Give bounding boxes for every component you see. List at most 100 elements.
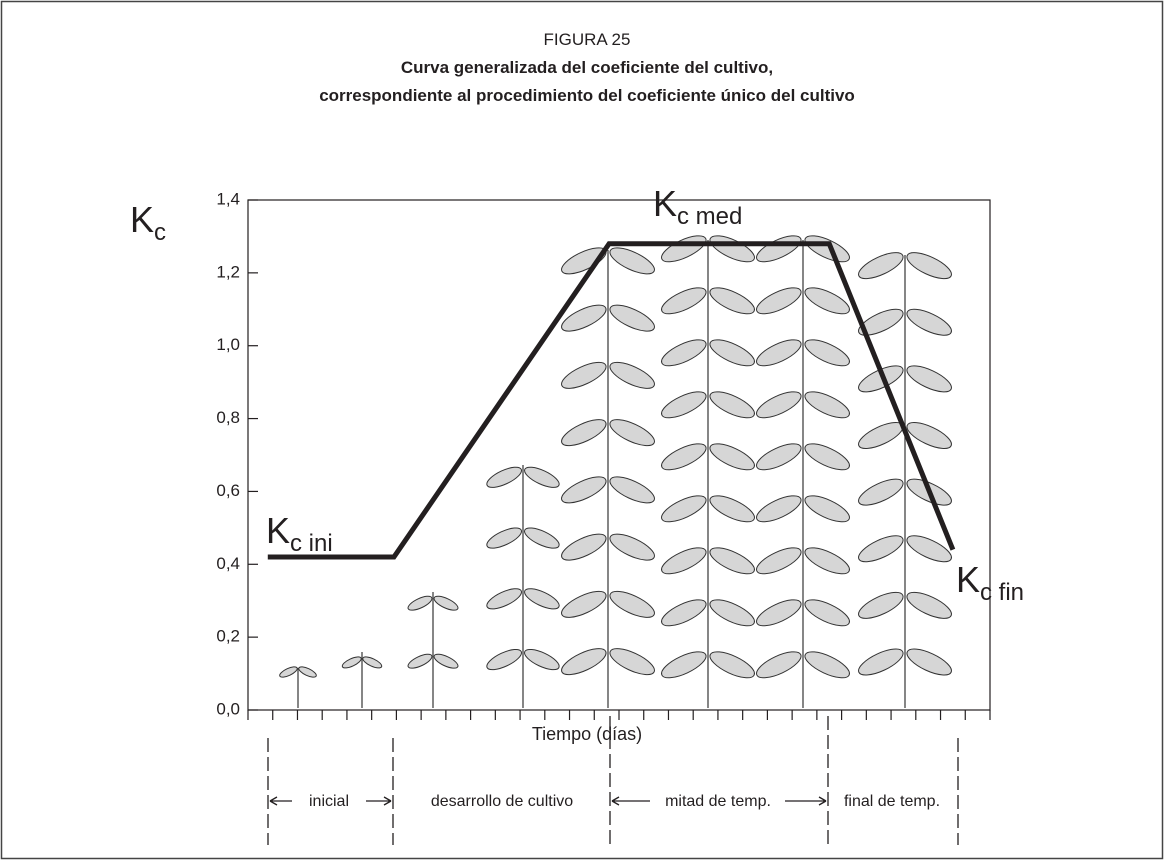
stage-label: desarrollo de cultivo bbox=[431, 793, 573, 810]
plant-leaf bbox=[858, 648, 904, 676]
y-axis-label: Kc bbox=[130, 199, 166, 246]
plant-leaf bbox=[804, 651, 850, 679]
plant-leaf bbox=[524, 588, 560, 610]
annotation-main: K bbox=[266, 510, 290, 551]
plant-leaf bbox=[561, 304, 607, 332]
arrow bbox=[269, 796, 292, 806]
plant-leaf bbox=[709, 391, 755, 419]
y-tick-label: 0,0 bbox=[216, 699, 240, 718]
plant-leaf bbox=[486, 527, 522, 549]
plant-leaf bbox=[709, 495, 755, 523]
plant-leaf bbox=[804, 547, 850, 575]
plant-leaf bbox=[756, 391, 802, 419]
plant-leaf bbox=[804, 443, 850, 471]
annotation-main: K bbox=[653, 183, 677, 224]
plant-leaf bbox=[661, 287, 707, 315]
y-tick-label: 1,2 bbox=[216, 262, 240, 281]
kc-curve bbox=[267, 241, 956, 560]
plant-leaf bbox=[804, 495, 850, 523]
annotation-sub: c fin bbox=[980, 579, 1024, 606]
plant-leaf bbox=[609, 648, 655, 676]
plant-leaf bbox=[407, 653, 433, 669]
plant-leaf bbox=[661, 495, 707, 523]
plant-leaf bbox=[561, 361, 607, 389]
x-axis-label: Tiempo (días) bbox=[532, 724, 642, 744]
plant-leaf bbox=[906, 252, 952, 280]
plant-leaf bbox=[804, 391, 850, 419]
plant-leaf bbox=[609, 419, 655, 447]
plant-leaf bbox=[709, 599, 755, 627]
plant-leaf bbox=[661, 443, 707, 471]
plant-leaf bbox=[609, 304, 655, 332]
plant-leaf bbox=[858, 252, 904, 280]
plant-leaf bbox=[486, 466, 522, 488]
y-tick-label: 0,2 bbox=[216, 627, 240, 646]
annotation: Kc med bbox=[653, 183, 742, 230]
plant-leaf bbox=[804, 339, 850, 367]
plant-leaf bbox=[709, 651, 755, 679]
plant-leaf bbox=[524, 466, 560, 488]
annotation: Kc ini bbox=[266, 510, 333, 557]
plant-leaf bbox=[661, 651, 707, 679]
plant-leaf bbox=[486, 588, 522, 610]
plant-leaf bbox=[279, 666, 298, 678]
arrow bbox=[785, 796, 827, 806]
plant-leaf bbox=[486, 648, 522, 671]
plant-leaf bbox=[609, 476, 655, 504]
plant-leaf bbox=[609, 247, 655, 275]
y-tick-label: 0,6 bbox=[216, 481, 240, 500]
plant-leaf bbox=[609, 361, 655, 389]
plant-leaf bbox=[906, 308, 952, 336]
annotation: Kc fin bbox=[956, 559, 1024, 606]
plant-leaf bbox=[524, 527, 560, 549]
plant-leaf bbox=[709, 339, 755, 367]
annotation-sub: c ini bbox=[290, 530, 333, 557]
plant-leaf bbox=[756, 443, 802, 471]
plant-leaf bbox=[906, 648, 952, 676]
plant-leaf bbox=[433, 653, 459, 669]
plant-leaf bbox=[756, 495, 802, 523]
plant-leaf bbox=[298, 666, 317, 678]
plant-leaf bbox=[804, 599, 850, 627]
plant-leaf bbox=[661, 547, 707, 575]
stage-label: inicial bbox=[309, 793, 349, 810]
plant-leaf bbox=[756, 287, 802, 315]
y-tick-label: 1,4 bbox=[216, 189, 240, 208]
plant-leaf bbox=[858, 591, 904, 619]
y-label-sub: c bbox=[154, 219, 166, 246]
plant-leaf bbox=[407, 595, 433, 611]
plant-leaf bbox=[858, 535, 904, 563]
plant-leaf bbox=[661, 391, 707, 419]
plant-leaf bbox=[906, 591, 952, 619]
annotation-sub: c med bbox=[677, 203, 742, 230]
plant-leaf bbox=[362, 656, 383, 669]
plant-leaf bbox=[756, 547, 802, 575]
y-label-main: K bbox=[130, 199, 154, 240]
plant-leaf bbox=[561, 476, 607, 504]
plant-leaf bbox=[804, 287, 850, 315]
plant-leaf bbox=[756, 651, 802, 679]
plant-leaf bbox=[609, 590, 655, 618]
plant-leaf bbox=[709, 443, 755, 471]
plant-leaf bbox=[858, 308, 904, 336]
plants bbox=[279, 235, 952, 708]
plant-leaf bbox=[561, 533, 607, 561]
y-tick-label: 1,0 bbox=[216, 335, 240, 354]
chart-subtitle: correspondiente al procedimiento del coe… bbox=[319, 86, 855, 105]
plant-leaf bbox=[524, 648, 560, 671]
plant-leaf bbox=[433, 595, 459, 611]
plant-leaf bbox=[906, 535, 952, 563]
plant-leaf bbox=[756, 339, 802, 367]
plant-leaf bbox=[561, 590, 607, 618]
chart-title: FIGURA 25 bbox=[544, 30, 631, 49]
stage-label: mitad de temp. bbox=[665, 793, 771, 810]
stage-label: final de temp. bbox=[844, 793, 940, 810]
arrow bbox=[366, 796, 392, 806]
plant-leaf bbox=[661, 339, 707, 367]
annotation-main: K bbox=[956, 559, 980, 600]
plant-leaf bbox=[709, 547, 755, 575]
plant-leaf bbox=[341, 656, 362, 669]
chart-subtitle: Curva generalizada del coeficiente del c… bbox=[401, 58, 773, 77]
stage-brackets bbox=[267, 716, 959, 845]
